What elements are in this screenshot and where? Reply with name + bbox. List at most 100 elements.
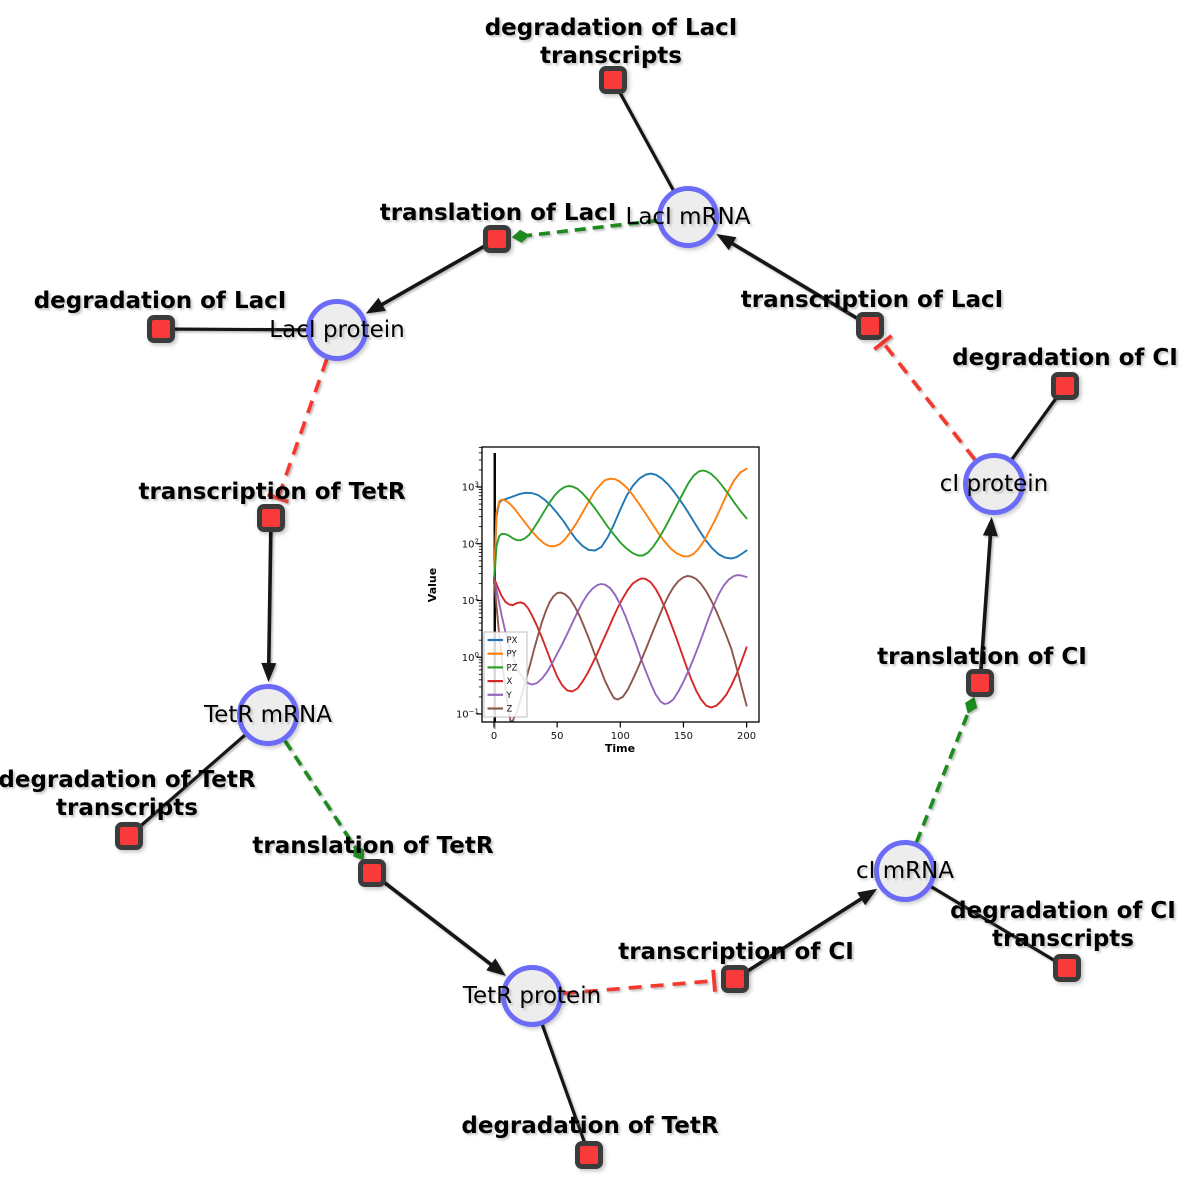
- reaction-label-line: translation of TetR: [252, 833, 494, 859]
- reaction-node-translation_laci[interactable]: [483, 225, 511, 253]
- reaction-node-transcription_tetr[interactable]: [257, 504, 285, 532]
- edge-tetr_mrna-translation_tetr: [283, 739, 357, 849]
- edge-tetr_protein-transcription_ci: [562, 978, 715, 996]
- edge-translation_ci-ci_protein-arrowhead: [982, 516, 998, 537]
- reaction-label-line: degradation of LacI: [484, 15, 738, 41]
- chart-series-PY: [493, 467, 748, 585]
- reaction-node-deg_tetr_tr[interactable]: [115, 822, 143, 850]
- chart-x-tick-label: 0: [491, 731, 497, 742]
- reaction-label-translation_ci: translation of CI: [877, 643, 1087, 671]
- reaction-node-transcription_ci[interactable]: [721, 965, 749, 993]
- edge-translation_ci-ci_protein: [978, 527, 993, 685]
- reaction-node-deg_ci[interactable]: [1051, 372, 1079, 400]
- reaction-label-transcription_laci: transcription of LacI: [741, 286, 1004, 314]
- chart-ylabel: Value: [426, 568, 439, 602]
- edge-translation_tetr-tetr_protein-arrowhead: [486, 958, 506, 976]
- edge-translation_tetr-tetr_protein: [370, 871, 499, 971]
- edge-transcription_laci-laci_mrna-arrowhead: [716, 233, 737, 251]
- reaction-node-deg_laci_tr[interactable]: [599, 66, 627, 94]
- reaction-node-deg_tetr[interactable]: [575, 1141, 603, 1169]
- reaction-label-line: degradation of CI: [952, 345, 1178, 371]
- chart-series-Z: [493, 575, 748, 722]
- chart-xlabel: Time: [605, 742, 635, 755]
- chart-x-tick-label: 100: [611, 731, 630, 742]
- chart-series-PX: [493, 472, 748, 585]
- edge-ci_mrna-translation_ci-diamond: [965, 696, 978, 714]
- edge-laci_protein-transcription_tetr-tee: [266, 492, 289, 504]
- chart-series-PZ: [493, 469, 748, 585]
- reaction-label-line: transcription of TetR: [138, 479, 406, 505]
- species-label-tetr_protein: TetR protein: [462, 983, 602, 1009]
- edge-transcription_ci-ci_mrna: [733, 893, 869, 981]
- reaction-label-line: transcripts: [540, 43, 682, 69]
- species-node-ci_mrna[interactable]: [874, 840, 936, 902]
- species-node-laci_mrna[interactable]: [657, 186, 719, 248]
- reaction-label-transcription_tetr: transcription of TetR: [138, 478, 405, 506]
- edge-laci_mrna-translation_laci-diamond: [511, 229, 530, 243]
- edge-ci_mrna-deg_ci_tr: [904, 869, 1068, 970]
- reaction-label-transcription_ci: transcription of CI: [618, 938, 854, 966]
- chart-legend-label-PZ: PZ: [507, 663, 518, 673]
- edge-ci_protein-transcription_laci: [881, 341, 977, 461]
- chart-series-Y: [493, 574, 748, 705]
- species-label-ci_protein: cI protein: [939, 471, 1049, 497]
- chart-x-tick-label: 150: [674, 731, 693, 742]
- edge-transcription_tetr-tetr_mrna-arrowhead: [261, 662, 277, 683]
- reaction-label-deg_tetr: degradation of TetR: [461, 1112, 718, 1140]
- chart-legend-label-PY: PY: [507, 650, 518, 660]
- chart-legend-label-Z: Z: [507, 705, 513, 715]
- reaction-label-line: transcripts: [992, 926, 1134, 952]
- edge-transcription_tetr-tetr_mrna: [266, 516, 273, 672]
- edge-tetr_mrna-translation_tetr-diamond: [353, 845, 365, 861]
- chart-series-X: [493, 576, 748, 709]
- reaction-label-line: transcription of CI: [618, 939, 854, 965]
- edge-translation_laci-laci_protein-arrowhead: [365, 297, 386, 314]
- edge-transcription_laci-laci_mrna: [724, 238, 872, 328]
- edge-transcription_ci-ci_mrna-arrowhead: [857, 888, 878, 906]
- chart-x-tick-label: 50: [551, 731, 564, 742]
- reaction-node-translation_ci[interactable]: [966, 669, 994, 697]
- edge-tetr_protein-transcription_ci-tee: [711, 969, 717, 992]
- edge-laci_mrna-translation_laci: [527, 218, 658, 238]
- chart-legend: PX PY PZ XYZ: [483, 631, 528, 718]
- reaction-label-line: translation of CI: [877, 644, 1087, 670]
- chart-legend-label-Y: Y: [506, 691, 513, 701]
- species-node-tetr_mrna[interactable]: [237, 684, 299, 746]
- reaction-label-line: degradation of LacI: [33, 288, 287, 314]
- reaction-node-deg_laci[interactable]: [147, 315, 175, 343]
- chart-legend-label-X: X: [507, 677, 513, 687]
- reaction-node-translation_tetr[interactable]: [358, 859, 386, 887]
- reaction-label-line: degradation of CI: [950, 898, 1176, 924]
- edge-translation_laci-laci_protein: [374, 237, 499, 310]
- chart-x-tick-label: 200: [737, 731, 756, 742]
- chart-y-tick-label: 100: [462, 651, 479, 664]
- reaction-label-translation_tetr: translation of TetR: [252, 832, 493, 860]
- chart-legend-label-PX: PX: [507, 636, 518, 646]
- reaction-label-line: degradation of TetR: [0, 767, 256, 793]
- reaction-label-line: transcripts: [56, 795, 198, 821]
- chart-y-tick-label: 103: [462, 481, 479, 494]
- reaction-node-deg_ci_tr[interactable]: [1053, 954, 1081, 982]
- chart-y-tick-label: 101: [462, 594, 479, 607]
- edge-ci_mrna-translation_ci: [914, 711, 971, 843]
- species-label-laci_protein: LacI protein: [269, 317, 405, 343]
- reaction-label-deg_laci: degradation of LacI: [34, 287, 287, 315]
- reaction-label-deg_laci_tr: degradation of LacI transcripts: [485, 14, 738, 70]
- reaction-label-translation_laci: translation of LacI: [380, 199, 617, 227]
- species-label-laci_mrna: LacI mRNA: [625, 204, 751, 230]
- species-node-laci_protein[interactable]: [306, 299, 368, 361]
- reaction-label-deg_ci: degradation of CI: [952, 344, 1178, 372]
- chart-y-tick-label: 10−1: [456, 708, 479, 721]
- edge-ci_protein-transcription_laci-tee: [873, 334, 893, 351]
- reaction-node-transcription_laci[interactable]: [856, 312, 884, 340]
- reaction-label-line: transcription of LacI: [740, 287, 1004, 313]
- chart-y-tick-label: 102: [462, 537, 479, 550]
- reaction-label-deg_ci_tr: degradation of CI transcripts: [950, 897, 1176, 953]
- species-node-tetr_protein[interactable]: [501, 965, 563, 1027]
- species-node-ci_protein[interactable]: [963, 453, 1025, 515]
- reaction-label-line: degradation of TetR: [461, 1113, 719, 1139]
- species-label-tetr_mrna: TetR mRNA: [204, 702, 332, 728]
